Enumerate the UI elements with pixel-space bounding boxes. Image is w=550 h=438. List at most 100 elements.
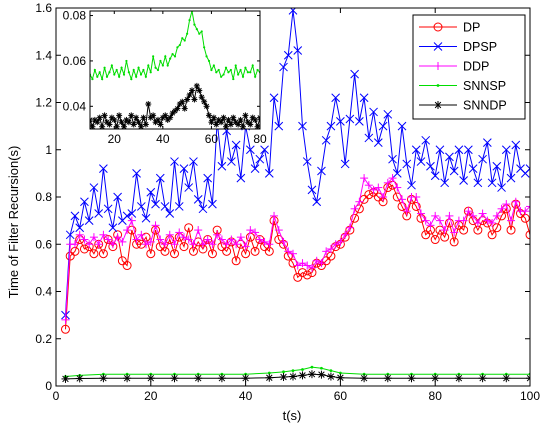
legend-entry-dp: DP — [419, 21, 480, 35]
main-point-ddp — [364, 181, 373, 190]
inset-point-snndp — [106, 121, 113, 128]
inset-point-snndp — [210, 114, 217, 121]
main-point-ddp — [317, 259, 326, 268]
main-point-ddp — [450, 228, 459, 237]
legend-label-snnsp: SNNSP — [463, 79, 506, 93]
inset-point-snnsp — [169, 57, 172, 60]
inset-x-tick-label: 80 — [253, 132, 267, 146]
main-point-dpsp — [378, 121, 388, 131]
inset-point-snndp — [150, 112, 157, 119]
main-point-snndp — [123, 374, 132, 383]
main-point-snndp — [502, 374, 511, 383]
main-point-dp — [146, 249, 156, 259]
inset-point-snnsp — [232, 77, 235, 81]
main-x-tick-label: 80 — [429, 389, 443, 403]
legend: DP DPSP DDP SNNSP SNNDP — [412, 14, 526, 120]
main-point-ddp — [241, 242, 250, 251]
main-point-dpsp — [359, 93, 369, 103]
main-point-snndp — [265, 373, 274, 382]
inset-point-snnsp — [173, 55, 177, 58]
inset-point-snnsp — [193, 23, 196, 26]
main-point-snnsp — [457, 372, 461, 376]
inset-point-snnsp — [93, 68, 96, 72]
inset-point-snnsp — [135, 75, 138, 78]
inset-point-snnsp — [166, 64, 169, 67]
main-point-ddp — [473, 218, 482, 227]
main-point-dpsp — [426, 161, 435, 171]
inset-point-snndp — [135, 119, 142, 126]
main-point-ddp — [341, 230, 350, 239]
main-point-dp — [350, 213, 360, 223]
main-point-dpsp — [283, 50, 293, 60]
main-point-ddp — [402, 207, 411, 216]
inset-point-snndp — [230, 114, 237, 121]
main-point-ddp — [502, 200, 511, 209]
main-point-dp — [297, 268, 307, 278]
main-x-tick-label: 60 — [334, 389, 348, 403]
main-point-ddp — [507, 216, 516, 225]
main-point-ddp — [274, 226, 283, 235]
main-point-ddp — [217, 235, 226, 244]
inset-point-snnsp — [256, 68, 259, 72]
legend-marker-snndp — [434, 101, 442, 109]
main-point-ddp — [170, 240, 179, 249]
main-y-tick-label: 0.8 — [35, 190, 52, 204]
main-point-ddp — [459, 216, 468, 225]
main-point-dpsp — [75, 223, 85, 233]
legend-marker-dp — [433, 22, 443, 32]
main-point-dpsp — [103, 204, 113, 214]
main-point-dpsp — [364, 133, 374, 143]
main-point-ddp — [307, 263, 316, 272]
inset-point-snndp — [235, 121, 242, 128]
x-axis-label: t(s) — [283, 408, 302, 423]
main-point-ddp — [488, 218, 497, 227]
main-series-markers-snndp — [61, 370, 530, 383]
main-point-dp — [117, 256, 127, 266]
main-point-ddp — [497, 204, 506, 213]
main-point-dpsp — [70, 211, 80, 221]
main-point-ddp — [142, 240, 151, 249]
main-point-dpsp — [402, 159, 412, 169]
inset-point-snnsp — [229, 68, 232, 72]
main-point-ddp — [284, 247, 293, 256]
main-point-dp — [170, 249, 179, 259]
main-point-dpsp — [236, 173, 246, 183]
main-point-snndp — [241, 374, 250, 383]
main-point-snndp — [383, 374, 392, 383]
inset-series-markers-snndp — [90, 82, 260, 129]
main-point-snndp — [526, 374, 530, 383]
main-point-ddp — [265, 240, 274, 249]
inset-point-snnsp — [142, 68, 145, 72]
main-point-snnsp — [329, 369, 333, 373]
inset-point-snnsp — [203, 46, 206, 49]
inset-point-snndp — [145, 101, 152, 108]
main-point-snndp — [431, 374, 440, 383]
main-point-snnsp — [102, 372, 105, 376]
main-point-dp — [250, 246, 260, 256]
inset-point-snndp — [167, 114, 174, 121]
inset-point-snndp — [203, 103, 210, 110]
inset-point-snndp — [162, 112, 169, 119]
main-point-ddp — [222, 240, 231, 249]
legend-label-dpsp: DPSP — [463, 40, 497, 54]
inset-point-snnsp — [212, 64, 215, 67]
inset-point-snnsp — [241, 75, 245, 78]
inset-point-snnsp — [101, 77, 104, 81]
main-point-dpsp — [245, 145, 255, 155]
inset-series-markers-snnsp — [90, 11, 260, 81]
main-series-markers-dpsp — [61, 8, 530, 320]
main-point-ddp — [388, 174, 397, 183]
main-point-dpsp — [250, 164, 260, 174]
inset-point-snnsp — [254, 75, 257, 78]
inset-point-snnsp — [120, 66, 123, 69]
main-point-ddp — [151, 221, 160, 230]
main-point-ddp — [127, 216, 136, 225]
main-point-snnsp — [386, 372, 390, 376]
main-point-snndp — [307, 370, 316, 379]
inset-point-snndp — [254, 123, 260, 129]
main-y-tick-label: 0.6 — [35, 237, 52, 251]
main-point-dpsp — [497, 183, 506, 192]
main-point-ddp — [118, 237, 127, 246]
main-point-dpsp — [136, 202, 146, 211]
main-point-dpsp — [454, 145, 464, 155]
